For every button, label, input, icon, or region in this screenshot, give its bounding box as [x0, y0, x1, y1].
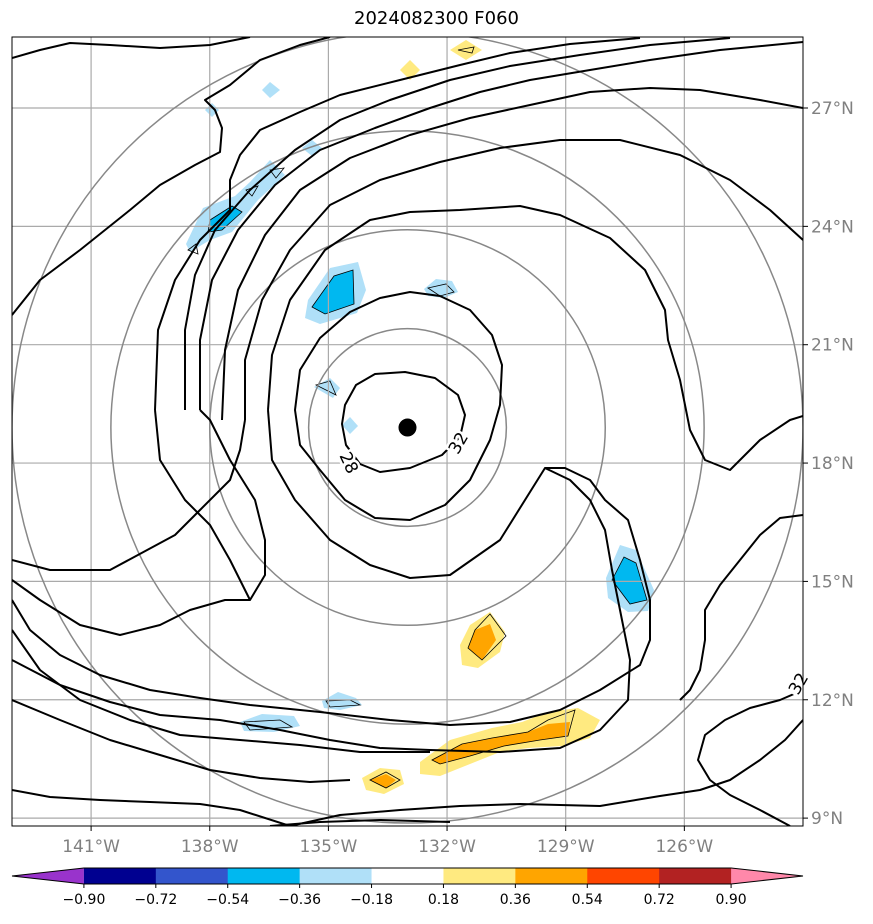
lon-tick-label: 129°W — [537, 837, 595, 857]
colorbar-segment — [443, 868, 516, 884]
lat-tick-label: 18°N — [811, 454, 854, 474]
colorbar-tick-label: −0.36 — [278, 892, 321, 908]
range-ring — [110, 130, 705, 725]
lat-tick-label: 27°N — [811, 99, 854, 119]
contour-line — [341, 371, 466, 473]
colorbar-segment — [155, 868, 229, 884]
colorbar-tick-label: 0.72 — [644, 892, 675, 908]
positive-patch — [432, 722, 570, 764]
lon-tick-label: 126°W — [655, 837, 713, 857]
contour-label: 32 — [785, 670, 813, 699]
range-ring — [209, 229, 606, 627]
contour-line — [244, 139, 803, 420]
negative-patch — [612, 557, 647, 604]
negative-patch — [314, 378, 340, 398]
thin-contour — [467, 613, 507, 661]
colorbar-extend-high — [731, 868, 803, 884]
colorbar-segment — [83, 868, 157, 884]
positive-patch — [468, 624, 496, 660]
contour-label: 32 — [445, 429, 473, 458]
colorbar-segment — [227, 868, 301, 884]
negative-patch — [312, 270, 354, 314]
range-ring — [12, 37, 803, 824]
contour-line — [12, 789, 291, 826]
thin-contour — [369, 771, 401, 789]
contour-line — [12, 409, 631, 753]
contour-line — [12, 579, 250, 636]
contour-line — [269, 819, 451, 826]
colorbar-tick-label: −0.90 — [62, 892, 105, 908]
contour-line — [12, 37, 331, 316]
lat-tick-label: 15°N — [811, 572, 854, 592]
lat-tick-label: 9°N — [811, 809, 843, 829]
contour-line — [154, 409, 266, 601]
contour-line — [199, 41, 803, 410]
colorbar-extend-low — [12, 868, 84, 884]
positive-patch — [450, 40, 482, 60]
colorbar-tick-label: 0.54 — [572, 892, 603, 908]
thin-contour — [207, 205, 243, 233]
thin-contour — [426, 283, 455, 297]
negative-patch — [342, 417, 358, 434]
map-title: 2024082300 F060 — [354, 8, 519, 29]
contour-line — [267, 205, 803, 471]
range-ring — [307, 327, 508, 528]
colorbar-segment — [371, 868, 444, 884]
lon-tick-label: 135°W — [300, 837, 358, 857]
contour-line — [294, 291, 503, 521]
colorbar-tick-label: 0.18 — [428, 892, 459, 908]
colorbar-tick-label: −0.54 — [206, 892, 249, 908]
thin-contour — [457, 46, 475, 54]
lon-tick-label: 141°W — [62, 837, 120, 857]
thin-contour — [269, 167, 285, 179]
positive-patch — [370, 774, 396, 788]
negative-patch — [262, 82, 280, 98]
thin-contour — [431, 709, 576, 765]
positive-patch — [400, 60, 420, 80]
contour-line — [12, 699, 351, 783]
contour-line — [154, 37, 641, 411]
colorbar-tick-label: −0.18 — [350, 892, 393, 908]
colorbar-tick-label: −0.72 — [134, 892, 177, 908]
contour-line — [12, 467, 651, 726]
contour-line — [679, 514, 803, 701]
colorbar-segment — [659, 868, 732, 884]
lat-tick-label: 21°N — [811, 336, 854, 356]
contour-line — [221, 87, 803, 421]
contour-line — [289, 719, 803, 826]
thin-contour — [314, 380, 337, 396]
contour-line — [697, 689, 803, 826]
colorbar-segment — [299, 868, 373, 884]
contour-line — [184, 37, 731, 410]
lon-tick-label: 132°W — [418, 837, 476, 857]
thin-contour — [243, 719, 294, 731]
storm-center-marker — [398, 418, 417, 437]
thin-contour — [311, 269, 355, 315]
contour-line — [12, 419, 246, 571]
colorbar-tick-label: 0.90 — [716, 892, 747, 908]
colorbar-segment — [515, 868, 588, 884]
colorbar-segment — [587, 868, 660, 884]
colorbar-tick-label: 0.36 — [500, 892, 531, 908]
contour-line — [12, 37, 251, 59]
contour-label: 28 — [335, 449, 362, 477]
map-frame — [11, 36, 804, 827]
lon-tick-label: 138°W — [181, 837, 239, 857]
contour-line — [12, 629, 430, 753]
lat-tick-label: 12°N — [811, 691, 854, 711]
lat-tick-label: 24°N — [811, 217, 854, 237]
